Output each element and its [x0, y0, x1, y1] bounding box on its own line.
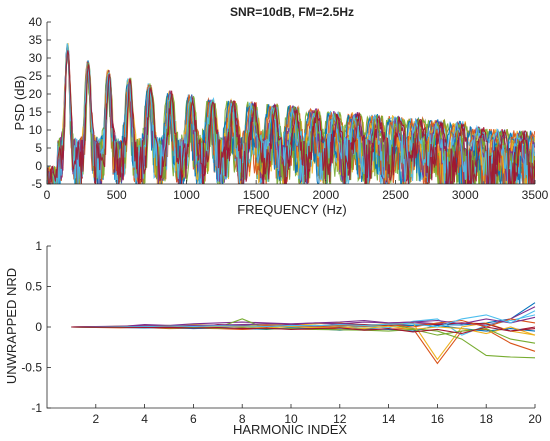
nrd-x-tick-label: 20: [528, 412, 542, 426]
psd-x-tick-label: 2000: [313, 188, 340, 202]
nrd-x-tick-label: 4: [141, 412, 148, 426]
nrd-y-tick-label: 0.5: [25, 280, 42, 294]
psd-x-tick-label: 3500: [522, 188, 549, 202]
nrd-x-axis-label: HARMONIC INDEX: [233, 422, 347, 437]
psd-x-tick-label: 1000: [173, 188, 200, 202]
psd-y-tick-label: 5: [35, 141, 42, 155]
psd-axes: 0 500 1000 1500 2000 2500 3000 3500-50510152025…: [29, 15, 549, 202]
psd-x-tick-label: 1500: [243, 188, 270, 202]
nrd-x-tick-label: 10: [284, 412, 298, 426]
psd-y-tick-label: 20: [29, 87, 43, 101]
psd-y-tick-label: 30: [29, 51, 43, 65]
nrd-y-tick-label: 0: [35, 320, 42, 334]
psd-y-tick-label: 10: [29, 123, 43, 137]
nrd-series-line: [71, 310, 536, 328]
nrd-series-line: [71, 326, 536, 335]
nrd-x-tick-label: 6: [190, 412, 197, 426]
nrd-x-tick-label: 14: [382, 412, 396, 426]
nrd-x-tick-label: 8: [239, 412, 246, 426]
psd-x-tick-label: 500: [107, 188, 127, 202]
nrd-x-tick-label: 18: [480, 412, 494, 426]
psd-x-tick-label: 3000: [452, 188, 479, 202]
psd-y-axis-label: PSD (dB): [12, 76, 27, 131]
nrd-plot-area: [71, 302, 536, 365]
nrd-y-tick-label: 1: [35, 239, 42, 253]
nrd-series-line: [71, 316, 536, 328]
psd-series-line: [47, 43, 535, 184]
nrd-x-tick-label: 16: [431, 412, 445, 426]
nrd-x-tick-label: 2: [92, 412, 99, 426]
psd-y-tick-label: -5: [31, 177, 42, 191]
nrd-axes: 2 4 6 8 10 12 14 16 18 20 -1 -0.5 0 0.5 1: [21, 239, 542, 426]
nrd-chart: 2 4 6 8 10 12 14 16 18 20 -1 -0.5 0 0.5 1 HARMONIC IND…: [4, 239, 542, 437]
psd-plot-area: [47, 42, 535, 184]
psd-x-tick-label: 0: [44, 188, 51, 202]
nrd-x-tick-label: 12: [333, 412, 347, 426]
psd-y-tick-label: 0: [35, 159, 42, 173]
nrd-y-axis-label: UNWRAPPED NRD: [4, 268, 19, 384]
psd-x-tick-label: 2500: [382, 188, 409, 202]
nrd-y-tick-label: -0.5: [21, 361, 42, 375]
psd-chart: SNR=10dB, FM=2.5Hz 0 500 1000 1500 2000 2500 3…: [12, 5, 549, 217]
psd-x-axis-label: FREQUENCY (Hz): [237, 202, 347, 217]
psd-y-tick-label: 40: [29, 15, 43, 29]
psd-series-line: [47, 50, 535, 184]
psd-chart-title: SNR=10dB, FM=2.5Hz: [230, 5, 354, 19]
psd-y-tick-label: 25: [29, 69, 43, 83]
psd-y-tick-label: 15: [29, 105, 43, 119]
nrd-y-tick-label: -1: [31, 401, 42, 415]
psd-y-tick-label: 35: [29, 33, 43, 47]
